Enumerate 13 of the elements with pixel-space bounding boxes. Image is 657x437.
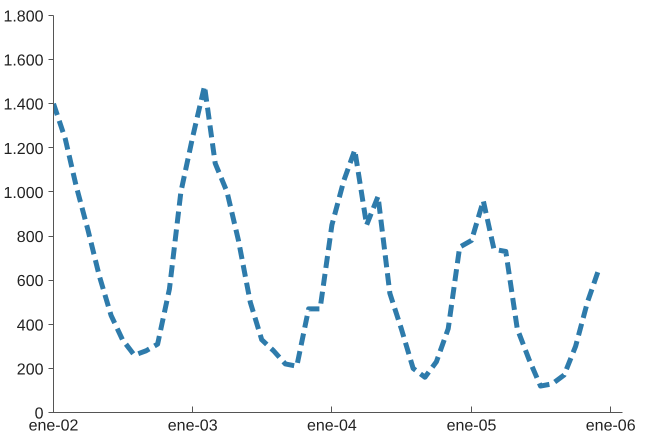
y-tick-label: 1.800 <box>3 8 44 26</box>
y-tick-label: 1.000 <box>3 184 44 202</box>
y-tick-label: 1.600 <box>3 52 44 70</box>
x-tick-label: ene-05 <box>446 418 496 434</box>
x-tick-label: ene-03 <box>168 418 218 434</box>
y-tick-label: 1.400 <box>3 96 44 114</box>
y-tick-label: 600 <box>16 273 44 290</box>
y-tick-label: 400 <box>16 317 44 334</box>
y-tick-label: 800 <box>16 229 44 246</box>
x-tick-label: ene-06 <box>586 418 636 434</box>
y-tick-label: 1.200 <box>3 140 44 158</box>
x-tick-label: ene-04 <box>306 418 357 434</box>
y-tick-label: 200 <box>16 361 44 378</box>
